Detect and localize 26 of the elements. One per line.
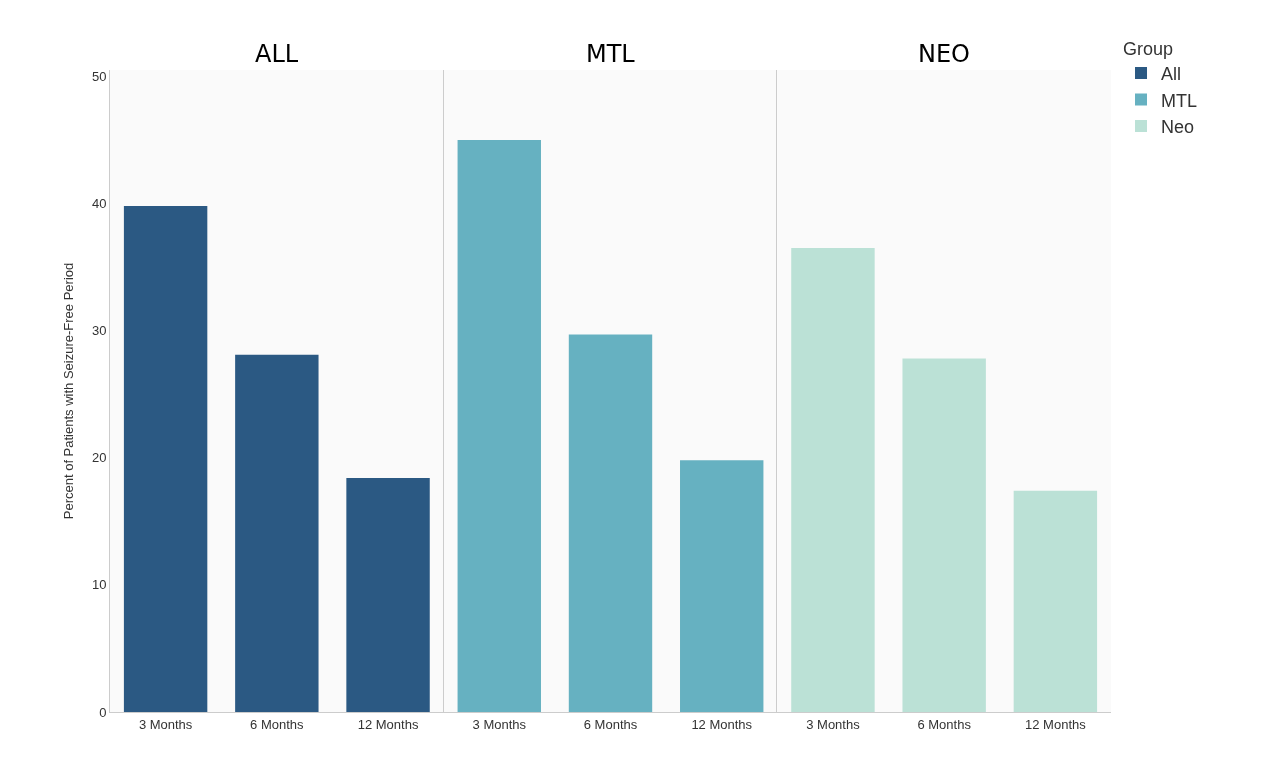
chart-title: ALL	[255, 40, 299, 68]
legend-label: MTL	[1161, 90, 1198, 111]
legend-title: Group	[1123, 38, 1174, 59]
y-axis-title: Percent of Patients with Seizure-Free Period	[60, 262, 76, 520]
chart-title: MTL	[586, 40, 636, 68]
x-tick-label: 6 Months	[917, 716, 972, 732]
bar	[235, 354, 319, 712]
x-tick-label: 3 Months	[472, 716, 527, 732]
y-tick-label: 10	[91, 577, 107, 593]
y-tick-label: 0	[99, 704, 107, 720]
bar	[123, 206, 208, 712]
y-tick-label: 50	[91, 68, 107, 84]
x-tick-label: 3 Months	[806, 716, 861, 732]
legend-label: Neo	[1161, 116, 1195, 137]
x-tick-label: 6 Months	[250, 716, 305, 732]
x-tick-label: 12 Months	[357, 716, 419, 732]
chart-title: NEO	[918, 40, 971, 68]
x-tick-label: 12 Months	[1025, 716, 1087, 732]
y-tick-label: 20	[91, 450, 107, 466]
x-tick-label: 3 Months	[138, 716, 193, 732]
y-tick-label: 40	[91, 196, 107, 212]
legend-label: All	[1161, 64, 1182, 85]
bar	[346, 478, 430, 712]
y-tick-label: 30	[91, 323, 107, 339]
x-tick-label: 6 Months	[583, 716, 638, 732]
x-tick-label: 12 Months	[691, 716, 753, 732]
